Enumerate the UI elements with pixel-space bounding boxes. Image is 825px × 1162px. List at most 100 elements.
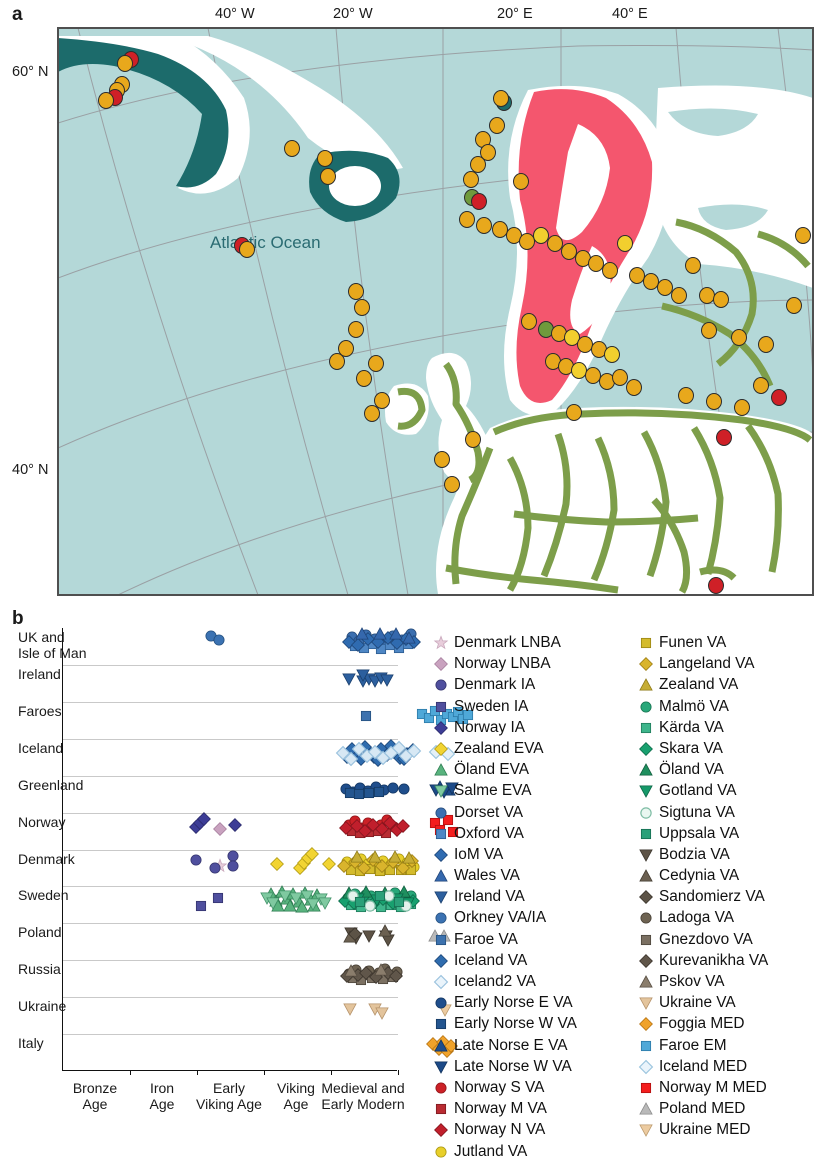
legend-marker-icon xyxy=(635,929,657,950)
row-gridline xyxy=(63,849,398,851)
scatter-point xyxy=(341,671,357,687)
scatter-point xyxy=(444,780,460,796)
legend-label: Iceland VA xyxy=(454,951,528,969)
row-gridline xyxy=(63,923,398,925)
legend-label: Sandomierz VA xyxy=(659,888,765,906)
legend-marker-icon xyxy=(635,950,657,971)
plot-axes[interactable] xyxy=(62,627,474,1075)
legend-marker-icon xyxy=(430,738,452,759)
legend-label: Ukraine VA xyxy=(659,994,736,1012)
legend-marker-icon xyxy=(430,1035,452,1056)
scatter-point xyxy=(265,895,281,911)
legend-label: Iceland2 VA xyxy=(454,973,536,990)
map-site-marker xyxy=(758,336,774,353)
legend-label: Uppsala VA xyxy=(659,824,740,842)
scatter-point xyxy=(395,860,411,876)
legend-marker-icon xyxy=(635,823,657,844)
legend-marker-icon xyxy=(430,802,452,823)
legend-label: Funen VA xyxy=(659,634,727,651)
scatter-point xyxy=(342,1001,358,1017)
legend-marker-icon xyxy=(430,865,452,886)
row-label: Greenland xyxy=(18,777,83,794)
map-site-marker xyxy=(493,90,509,107)
scatter-point xyxy=(305,896,321,912)
scatter-point xyxy=(277,888,293,904)
scatter-point xyxy=(336,858,352,874)
x-axis-label: Early Viking Age xyxy=(174,1080,284,1112)
row-gridline xyxy=(63,960,398,962)
legend-label: Ladoga VA xyxy=(659,909,735,927)
scatter-point xyxy=(351,786,367,802)
scatter-point xyxy=(382,815,398,831)
legend-label: Gotland VA xyxy=(659,782,737,800)
legend-marker-icon xyxy=(635,865,657,886)
scatter-point xyxy=(321,856,337,872)
map-canvas[interactable]: Atlantic Ocean xyxy=(57,27,814,596)
map-site-marker xyxy=(463,171,479,188)
row-gridline xyxy=(63,997,398,999)
map-site-marker xyxy=(470,156,486,173)
map-site-marker xyxy=(602,262,618,279)
scatter-point xyxy=(391,894,407,910)
panel-a-letter: a xyxy=(12,4,23,25)
map-site-marker xyxy=(338,340,354,357)
legend-label: Zealand VA xyxy=(659,676,739,694)
lon-label-20w: 20° W xyxy=(333,6,373,22)
map-site-marker xyxy=(374,392,390,409)
legend-label: Faroe VA xyxy=(454,930,518,948)
row-gridline xyxy=(63,775,398,777)
row-label-line: Poland xyxy=(18,924,62,941)
legend-marker-icon xyxy=(635,1119,657,1140)
legend-label: Sigtuna VA xyxy=(659,803,735,821)
lat-label-40n: 40° N xyxy=(12,462,49,478)
scatter-point xyxy=(395,818,411,834)
legend-label: Norway N VA xyxy=(454,1121,546,1139)
legend-label: Denmark LNBA xyxy=(454,634,561,651)
scatter-point xyxy=(379,672,395,688)
x-tick xyxy=(264,1070,266,1075)
row-label-line: Denmark xyxy=(18,850,75,867)
legend-marker-icon xyxy=(635,717,657,738)
map-site-marker xyxy=(98,92,114,109)
row-label-line: Norway xyxy=(18,813,66,830)
scatter-point xyxy=(367,744,383,760)
x-axis-label: Bronze Age xyxy=(40,1080,150,1112)
row-label-line: Isle of Man xyxy=(18,644,87,661)
legend-label: Ireland VA xyxy=(454,888,525,906)
map-site-marker xyxy=(239,241,255,258)
x-tick xyxy=(398,1070,400,1075)
row-label-line: Sweden xyxy=(18,887,69,904)
legend-label: Bodzia VA xyxy=(659,845,730,863)
legend-marker-icon xyxy=(430,1056,452,1077)
row-label: Iceland xyxy=(18,740,63,757)
row-label: UK and Isle of Man xyxy=(18,629,87,661)
legend-marker-icon xyxy=(430,1119,452,1140)
scatter-point xyxy=(358,708,374,724)
map-site-marker xyxy=(731,329,747,346)
scatter-point xyxy=(304,846,320,862)
map-site-marker xyxy=(354,299,370,316)
map-site-marker xyxy=(459,211,475,228)
scatter-point xyxy=(355,667,371,683)
legend-label: IoM VA xyxy=(454,845,504,863)
legend-label: Foggia MED xyxy=(659,1015,745,1033)
legend-label: Early Norse W VA xyxy=(454,1015,577,1033)
legend-marker-icon xyxy=(635,844,657,865)
scatter-point xyxy=(367,849,383,865)
legend-marker-icon xyxy=(430,1077,452,1098)
legend-label: Pskov VA xyxy=(659,973,725,990)
legend-marker-icon xyxy=(635,1013,657,1034)
legend-marker-icon xyxy=(635,1035,657,1056)
x-axis-label-line: Early xyxy=(213,1080,245,1096)
legend-label: Öland EVA xyxy=(454,761,529,779)
x-tick xyxy=(197,1070,199,1075)
legend-marker-icon xyxy=(635,1056,657,1077)
scatter-point xyxy=(388,626,404,642)
legend-marker-icon xyxy=(430,971,452,992)
scatter-point xyxy=(374,858,390,874)
legend-label: Kurevanikha VA xyxy=(659,951,769,969)
scatter-point xyxy=(361,785,377,801)
legend-label: Late Norse E VA xyxy=(454,1036,568,1054)
scatter-point xyxy=(440,812,456,828)
row-label-line: Ireland xyxy=(18,665,61,682)
